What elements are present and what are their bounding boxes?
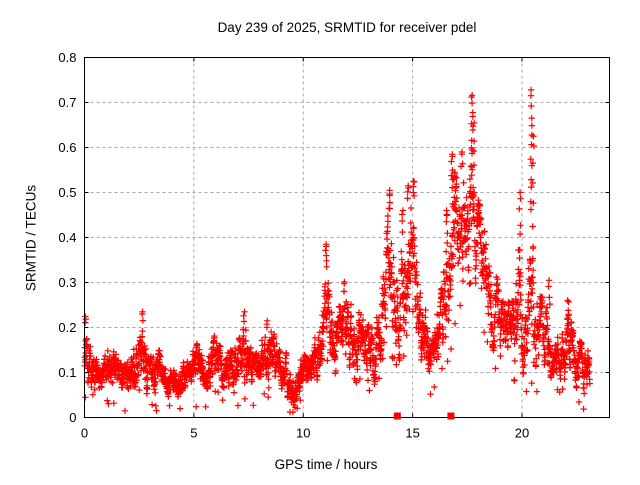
x-axis-title: GPS time / hours: [274, 457, 378, 472]
axis-tick-marks: [84, 57, 610, 418]
svg-text:5: 5: [190, 426, 197, 441]
svg-text:0: 0: [69, 410, 76, 425]
y-tick-labels: 0 0.1 0.2 0.3 0.4 0.5 0.6 0.7 0.8: [58, 50, 76, 425]
svg-text:0: 0: [81, 426, 88, 441]
svg-text:20: 20: [515, 426, 529, 441]
axis-event-markers: [393, 412, 455, 420]
svg-text:0.5: 0.5: [58, 185, 76, 200]
svg-text:0.4: 0.4: [58, 230, 76, 245]
svg-text:0.3: 0.3: [58, 275, 76, 290]
x-tick-labels: 0 5 10 15 20: [81, 426, 529, 441]
chart-title: Day 239 of 2025, SRMTID for receiver pde…: [217, 20, 477, 35]
svg-text:0.1: 0.1: [58, 365, 76, 380]
svg-text:0.6: 0.6: [58, 140, 76, 155]
svg-text:15: 15: [405, 426, 419, 441]
gridlines: [84, 57, 610, 418]
y-axis-title: SRMTID / TECUs: [23, 184, 39, 292]
svg-text:0.8: 0.8: [58, 50, 76, 65]
svg-text:0.7: 0.7: [58, 95, 76, 110]
svg-text:10: 10: [296, 426, 310, 441]
scatter-points: [81, 86, 593, 416]
svg-text:0.2: 0.2: [58, 320, 76, 335]
